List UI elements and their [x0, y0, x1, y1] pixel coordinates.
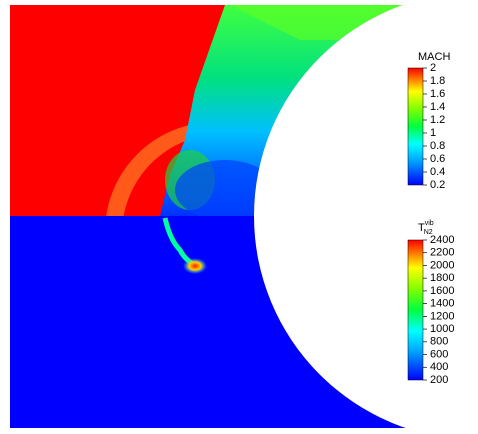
title-superscript: vib [425, 220, 434, 227]
tick-label: 1 [430, 127, 436, 139]
tick-label: 1.4 [430, 101, 445, 113]
tick-label: 1400 [430, 298, 454, 310]
tick-label: 1.2 [430, 114, 445, 126]
tick-label: 2400 [430, 234, 454, 246]
tick-label: 0.8 [430, 140, 445, 152]
tick-label: 1800 [430, 272, 454, 284]
colorbar [408, 240, 423, 380]
tick-label: 1600 [430, 285, 454, 297]
colorbar [408, 68, 423, 185]
figure: MACH0.20.40.60.811.21.41.61.82TvibN22004… [0, 0, 478, 429]
tick-label: 2 [430, 62, 436, 74]
tick-label: 800 [430, 336, 448, 348]
page: {"chart_data": [ {"type": "colorbar", "t… [0, 0, 478, 429]
tick-label: 400 [430, 361, 448, 373]
tick-label: 1200 [430, 310, 454, 322]
tick-label: 0.2 [430, 179, 445, 191]
tick-label: 1.6 [430, 88, 445, 100]
tick-label: 0.6 [430, 153, 445, 165]
tick-label: 2200 [430, 247, 454, 259]
tick-label: 200 [430, 374, 448, 386]
tick-label: 1000 [430, 323, 454, 335]
tick-label: 1.8 [430, 75, 445, 87]
tick-label: 2000 [430, 259, 454, 271]
tick-label: 0.4 [430, 166, 445, 178]
tick-label: 600 [430, 348, 448, 360]
